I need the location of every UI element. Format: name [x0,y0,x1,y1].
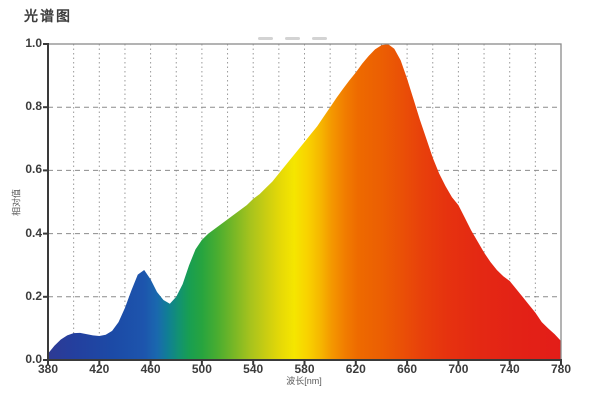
spectrum-area-series [48,44,561,360]
x-tick-label: 700 [448,362,469,376]
x-tick-label: 420 [89,362,110,376]
tick-marks [43,43,562,365]
x-tick-label: 780 [550,362,572,376]
x-tick-label: 660 [397,362,418,376]
y-tick-label: 0.6 [25,162,42,177]
x-tick-label: 380 [37,362,59,376]
faint-top-marks [258,37,327,40]
x-tick-label: 500 [191,362,212,376]
x-tick-label: 460 [140,362,161,376]
x-axis-label: 波长[nm] [286,376,322,386]
y-tick-label: 0.8 [25,99,42,114]
x-tick-label: 540 [243,362,264,376]
x-tick-label: 740 [499,362,520,376]
chart-title: 光谱图 [24,8,72,24]
y-tick-label: 0.0 [25,352,42,366]
y-axis-label: 相对值 [11,189,22,217]
y-tick-label: 0.2 [25,288,42,303]
y-tick-label: 1.0 [25,36,42,50]
y-tick-label: 0.4 [25,225,42,240]
x-tick-label: 580 [294,362,315,376]
x-tick-label: 620 [345,362,366,376]
